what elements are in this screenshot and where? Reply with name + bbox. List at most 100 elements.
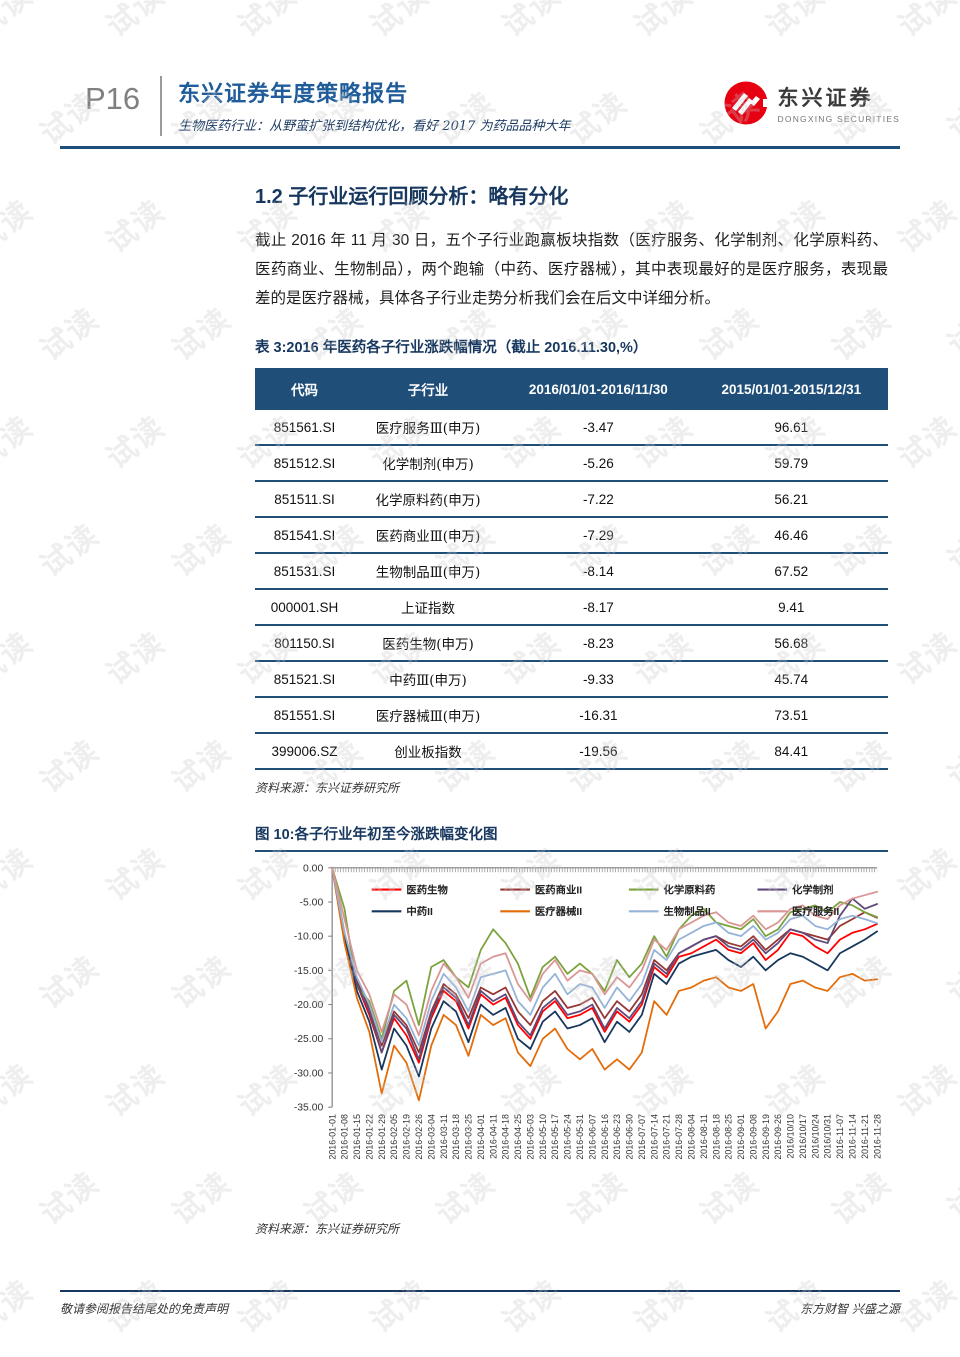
watermark-text: 试读	[760, 0, 833, 45]
x-tick-label: 2016-04-01	[476, 1114, 486, 1160]
x-tick-label: 2016-01-15	[352, 1114, 362, 1160]
table-cell: 851521.SI	[255, 661, 354, 699]
x-tick-label: 2016-01-22	[364, 1114, 374, 1160]
footer-rule	[60, 1290, 900, 1292]
x-tick-label: 2016-05-31	[575, 1114, 585, 1160]
brand-logo-text: 东兴证券 DONGXING SECURITIES	[778, 82, 900, 124]
watermark-text: 试读	[892, 193, 960, 261]
x-tick-label: 2016-08-04	[686, 1114, 696, 1160]
table-source: 资料来源：东兴证券研究所	[255, 781, 400, 796]
x-tick-label: 2016-07-28	[674, 1114, 684, 1160]
table-cell: 851511.SI	[255, 481, 354, 519]
table-cell: 上证指数	[354, 589, 503, 627]
y-tick-label: -35.00	[294, 1103, 324, 1114]
x-tick-label: 2016-11-28	[872, 1114, 882, 1159]
x-tick-label: 2016-08-18	[711, 1114, 721, 1160]
watermark-text: 试读	[34, 517, 107, 585]
x-tick-label: 2016-09-19	[761, 1114, 771, 1160]
x-tick-label: 2016-05-10	[538, 1114, 548, 1160]
x-tick-label: 2016-04-11	[488, 1114, 498, 1159]
table-cell: 84.41	[694, 733, 888, 771]
watermark-text: 试读	[892, 625, 960, 693]
table-cell: 45.74	[694, 661, 888, 699]
watermark-text: 试读	[166, 733, 239, 801]
legend-label: 化学制剂	[792, 884, 834, 897]
footer-row: 敬请参阅报告结尾处的免责声明 东方财智 兴盛之源	[60, 1300, 900, 1317]
table-cell: 46.46	[694, 517, 888, 555]
series-line	[331, 867, 879, 1102]
section-heading: 1.2 子行业运行回顾分析：略有分化	[255, 186, 569, 208]
watermark-text: 试读	[100, 409, 173, 477]
x-tick-label: 2016-05-17	[550, 1114, 560, 1160]
legend-label: 中药II	[406, 905, 433, 918]
table-header-row: 代码 子行业 2016/01/01-2016/11/30 2015/01/01-201…	[255, 368, 888, 411]
table-cell: -7.29	[502, 517, 695, 555]
page-header: P16 东兴证券年度策略报告 生物医药行业：从野蛮扩张到结构优化，看好 2017…	[85, 74, 900, 136]
watermark-text: 试读	[941, 315, 960, 364]
watermark-text: 试读	[892, 1057, 960, 1125]
header-vertical-divider	[160, 76, 163, 136]
table-cell: -5.26	[502, 445, 695, 483]
y-tick-label: -5.00	[300, 898, 324, 909]
table-cell: 851541.SI	[255, 517, 354, 555]
watermark-text: 试读	[0, 193, 41, 261]
x-tick-label: 2016-07-07	[637, 1114, 647, 1160]
x-tick-label: 2016-08-25	[724, 1114, 734, 1160]
table-cell: 56.68	[694, 625, 888, 663]
table-cell: 医药商业Ⅲ(申万)	[354, 517, 503, 555]
series-line	[331, 867, 879, 1037]
table-row: 851521.SI 中药Ⅲ(申万) -9.33 45.74	[255, 661, 888, 699]
table-header-cell: 2015/01/01-2015/12/31	[694, 368, 888, 411]
x-tick-label: 2016-02-26	[414, 1114, 424, 1160]
x-tick-label: 2016-01-01	[327, 1114, 337, 1160]
table-row: 000001.SH 上证指数 -8.17 9.41	[255, 589, 888, 627]
legend-label: 化学原料药	[663, 884, 715, 897]
brand-name-en: DONGXING SECURITIES	[777, 114, 900, 124]
x-tick-label: 2016-09-26	[773, 1114, 783, 1160]
table-cell: 399006.SZ	[255, 733, 354, 771]
table-cell: 9.41	[694, 589, 888, 627]
page-footer: 敬请参阅报告结尾处的免责声明 东方财智 兴盛之源	[60, 1290, 900, 1317]
table-row: 851512.SI 化学制剂(申万) -5.26 59.79	[255, 445, 888, 483]
watermark-text: 试读	[892, 409, 960, 477]
figure-source: 资料来源：东兴证券研究所	[255, 1222, 400, 1237]
legend-label: 医疗服务II	[792, 905, 839, 918]
brand-name: 东兴证券	[777, 87, 874, 110]
x-tick-label: 2016-08-11	[699, 1114, 709, 1159]
watermark-text: 试读	[628, 0, 701, 45]
x-tick-label: 2016-02-19	[402, 1114, 412, 1160]
watermark-text: 试读	[100, 841, 173, 909]
x-tick-label: 2016-01-08	[340, 1114, 350, 1160]
y-tick-label: 0.00	[303, 864, 323, 875]
x-tick-label: 2016-04-25	[513, 1114, 523, 1160]
watermark-text: 试读	[0, 1273, 41, 1341]
header-rule	[60, 146, 900, 149]
watermark-text: 试读	[166, 949, 239, 1017]
legend-label: 医药商业II	[535, 884, 582, 897]
report-title: 东兴证券年度策略报告	[178, 81, 409, 106]
table-cell: 851531.SI	[255, 553, 354, 591]
table-cell: -9.33	[502, 661, 695, 699]
table-cell: 73.51	[694, 697, 888, 735]
x-tick-label: 2016-04-18	[501, 1114, 511, 1160]
watermark-text: 试读	[34, 301, 107, 369]
x-tick-label: 2016-06-07	[587, 1114, 597, 1160]
table-cell: 56.21	[694, 481, 888, 519]
main-content: 1.2 子行业运行回顾分析：略有分化 截止 2016 年 11 月 30 日，五…	[255, 180, 888, 1237]
y-tick-label: -15.00	[294, 966, 324, 977]
brand-logo: 东兴证券 DONGXING SECURITIES	[723, 80, 900, 126]
report-subtitle: 生物医药行业：从野蛮扩张到结构优化，看好 2017 为药品品种大年	[178, 119, 571, 134]
x-tick-label: 2016-09-01	[736, 1114, 746, 1160]
table-cell: 化学原料药(申万)	[354, 481, 503, 519]
table-row: 851541.SI 医药商业Ⅲ(申万) -7.29 46.46	[255, 517, 888, 555]
series-line	[331, 867, 879, 1047]
x-tick-label: 2016-06-16	[600, 1114, 610, 1160]
watermark-text: 试读	[34, 1165, 107, 1233]
watermark-text: 试读	[941, 99, 960, 148]
table-row: 851531.SI 生物制品Ⅲ(申万) -8.14 67.52	[255, 553, 888, 591]
series-line	[331, 867, 879, 1061]
watermark-text: 试读	[941, 1179, 960, 1228]
figure-title: 图 10:各子行业年初至今涨跌幅变化图	[255, 827, 498, 844]
page-number: P16	[85, 81, 141, 116]
